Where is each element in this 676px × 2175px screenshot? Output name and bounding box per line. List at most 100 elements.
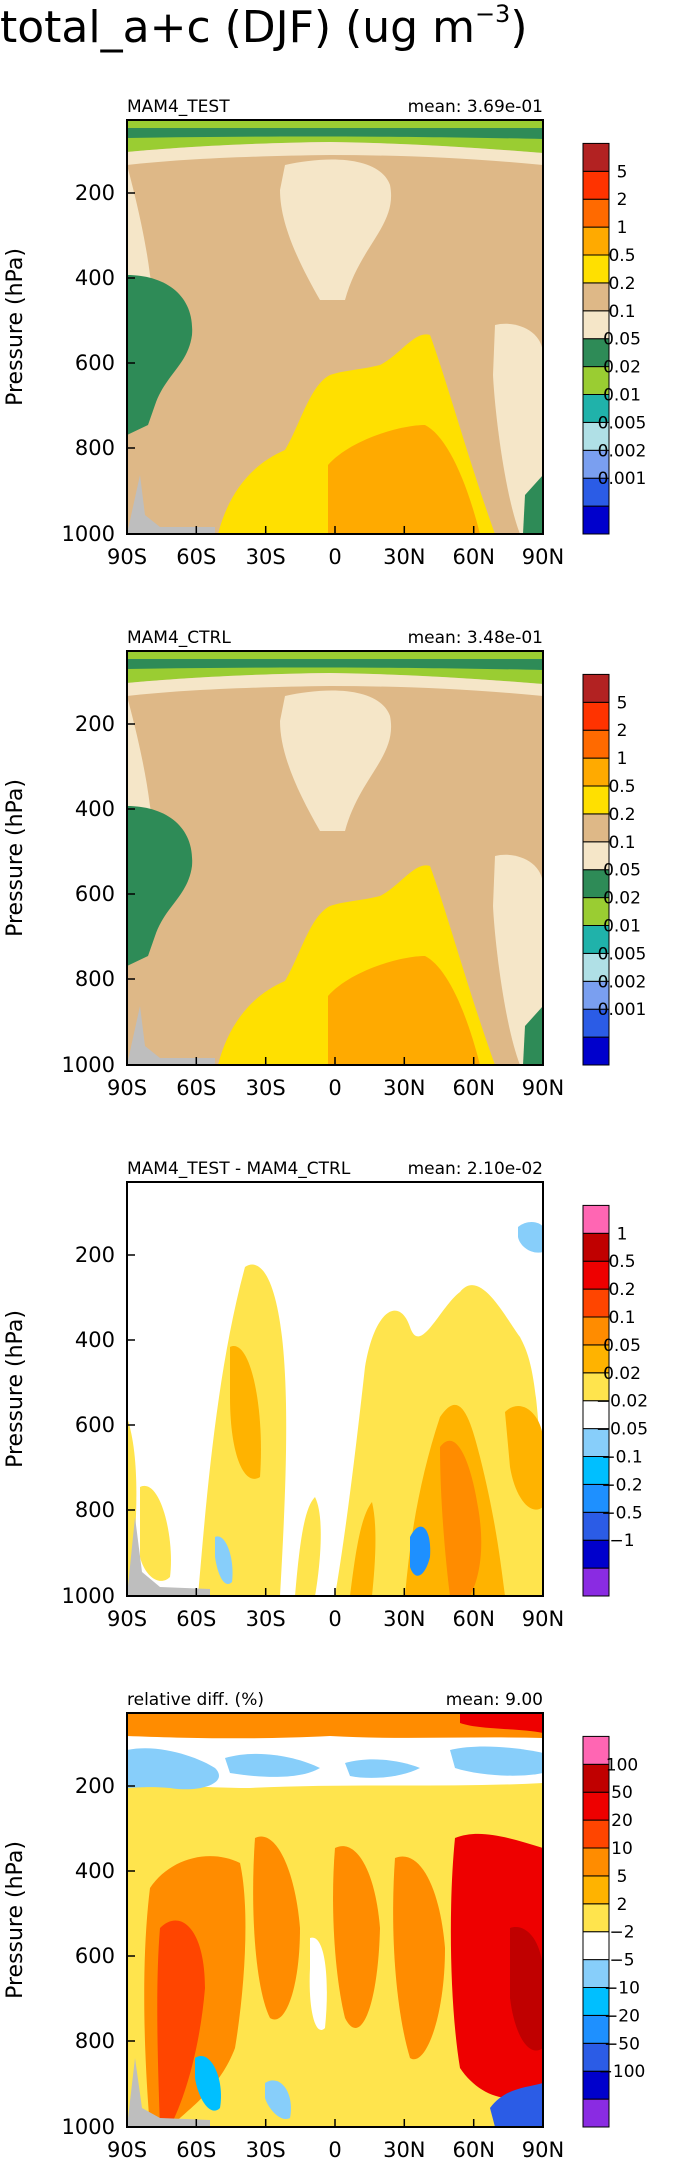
x-tick-label-0: 0 — [328, 2138, 341, 2162]
colorbar-label: 0.005 — [598, 413, 647, 433]
colorbar-label: −0.2 — [601, 1475, 642, 1495]
y-tick-label-200: 200 — [75, 712, 115, 736]
y-tick-label-400: 400 — [75, 1328, 115, 1352]
colorbar-swatch-8 — [582, 1875, 610, 1905]
colorbar-swatch-3 — [582, 1483, 610, 1513]
colorbar-label: −0.5 — [601, 1503, 642, 1523]
y-tick-label-200: 200 — [75, 181, 115, 205]
y-tick-label-400: 400 — [75, 1859, 115, 1883]
x-tick-label-30N: 30N — [383, 1607, 425, 1631]
colorbar-label: 5 — [617, 1867, 628, 1887]
figure-title-superscript: −3 — [474, 0, 511, 29]
y-tick-label-800: 800 — [75, 967, 115, 991]
colorbar-labels: 1 0.5 0.2 0.1 0.05 0.02 −0.02 −0.05 −0.1… — [596, 1224, 648, 1551]
y-tick-label-800: 800 — [75, 2029, 115, 2053]
colorbar-label: 1 — [617, 1224, 628, 1244]
colorbar-swatch-6 — [582, 1400, 610, 1430]
colorbar-swatch-9 — [582, 1316, 610, 1346]
contour-field — [127, 1182, 543, 1596]
colorbar-label: 0.02 — [603, 889, 641, 909]
x-tick-label-90S: 90S — [107, 2138, 147, 2162]
x-tick-label-30N: 30N — [383, 2138, 425, 2162]
colorbar-swatch-11 — [582, 1791, 610, 1821]
colorbar-label: −0.1 — [601, 1448, 642, 1468]
colorbar-swatch-4 — [582, 925, 610, 954]
colorbar-swatch-9 — [582, 1847, 610, 1877]
colorbar-label: 2 — [617, 721, 628, 741]
figure-title: total_a+c (DJF) (ug m−3) — [0, 0, 528, 53]
x-tick-label-60N: 60N — [452, 1607, 494, 1631]
x-tick-label-60S: 60S — [176, 2138, 216, 2162]
colorbar-swatch-10 — [582, 1288, 610, 1318]
panel-mean: mean: 3.48e-01 — [408, 628, 543, 648]
colorbar-label: 0.1 — [608, 302, 635, 322]
colorbar-swatch-12 — [582, 170, 610, 200]
x-ticks — [126, 526, 544, 534]
colorbar — [582, 1735, 610, 2128]
y-tick-label-1000: 1000 — [62, 2115, 115, 2139]
colorbar-swatch-3 — [582, 952, 610, 982]
x-tick-label-0: 0 — [328, 1607, 341, 1631]
y-tick-label-800: 800 — [75, 1498, 115, 1522]
panel-title: relative diff. (%) — [127, 1690, 264, 1710]
colorbar-labels: 5 2 1 0.5 0.2 0.1 0.05 0.02 0.01 0.005 0… — [598, 693, 647, 1020]
x-tick-label-60S: 60S — [176, 1607, 216, 1631]
y-tick-label-200: 200 — [75, 1774, 115, 1798]
colorbar-labels: 100 50 20 10 5 2 −2 −5 −10 −20 −50 −100 — [599, 1755, 646, 2082]
x-tick-label-30N: 30N — [383, 1076, 425, 1100]
colorbar-swatch-0 — [582, 505, 610, 535]
colorbar-swatch-13 — [582, 1735, 610, 1765]
panel-relative-difference: relative diff. (%) mean: 9.00 200 400 60… — [3, 1690, 646, 2162]
colorbar-swatch-7 — [582, 1903, 610, 1933]
x-tick-label-90N: 90N — [522, 2138, 564, 2162]
colorbar-swatch-4 — [582, 394, 610, 423]
x-tick-label-90N: 90N — [522, 545, 564, 569]
x-tick-label-60N: 60N — [452, 1076, 494, 1100]
colorbar-swatch-3 — [582, 421, 610, 451]
x-ticks — [126, 1588, 544, 1596]
y-tick-label-1000: 1000 — [62, 1053, 115, 1077]
colorbar-label: 0.02 — [603, 358, 641, 378]
colorbar — [582, 1204, 610, 1597]
colorbar-label: 5 — [617, 693, 628, 713]
colorbar-label: 10 — [611, 1839, 633, 1859]
x-tick-label-30N: 30N — [383, 545, 425, 569]
panel-title: MAM4_TEST — [127, 97, 230, 117]
colorbar-swatch-6 — [582, 1931, 610, 1961]
panel-title: MAM4_TEST - MAM4_CTRL — [127, 1159, 351, 1179]
colorbar-label: 0.2 — [608, 1280, 635, 1300]
colorbar-label: −20 — [604, 2006, 640, 2026]
y-tick-label-1000: 1000 — [62, 1584, 115, 1608]
colorbar-label: 0.2 — [608, 805, 635, 825]
y-tick-label-200: 200 — [75, 1243, 115, 1267]
x-tick-label-0: 0 — [328, 1076, 341, 1100]
colorbar-swatch-5 — [582, 1428, 610, 1458]
x-ticks — [126, 2119, 544, 2127]
colorbar — [582, 142, 610, 535]
colorbar-label: 0.5 — [608, 246, 635, 266]
colorbar-label: 0.005 — [598, 944, 647, 964]
colorbar-label: 1 — [617, 749, 628, 769]
y-axis-label: Pressure (hPa) — [3, 248, 28, 406]
colorbar-swatch-9 — [582, 254, 610, 284]
colorbar-swatch-0 — [582, 1036, 610, 1066]
x-tick-label-0: 0 — [328, 545, 341, 569]
contour-field — [127, 651, 543, 1065]
x-tick-label-60S: 60S — [176, 1076, 216, 1100]
contour-field — [127, 120, 543, 534]
colorbar-swatch-13 — [582, 1204, 610, 1234]
colorbar-label: −10 — [604, 1979, 640, 1999]
colorbar-label: 0.01 — [603, 917, 641, 937]
colorbar-label: 20 — [611, 1811, 633, 1831]
figure-title-close: ) — [510, 2, 528, 53]
colorbar-label: 0.5 — [608, 1252, 635, 1272]
colorbar-swatch-10 — [582, 757, 610, 787]
panel-mean: mean: 3.69e-01 — [408, 97, 543, 117]
colorbar-label: 0.002 — [598, 441, 647, 461]
colorbar-label: 0.2 — [608, 274, 635, 294]
x-tick-label-30S: 30S — [246, 2138, 286, 2162]
colorbar-swatch-8 — [582, 282, 610, 312]
y-ticks — [127, 192, 135, 535]
x-tick-label-90S: 90S — [107, 545, 147, 569]
colorbar-swatch-1 — [582, 1539, 610, 1569]
